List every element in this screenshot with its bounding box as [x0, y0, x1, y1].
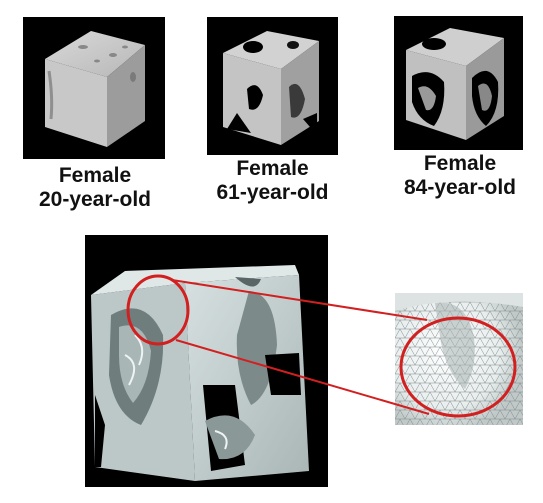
- caption-sex: Female: [58, 164, 132, 187]
- mesh-zoom-inset: [395, 293, 523, 425]
- bone-cube-icon: [91, 265, 309, 481]
- bone-cube-panel-84yo: [394, 16, 523, 150]
- caption-sex: Female: [236, 157, 309, 180]
- panel-caption-61yo: Female 61-year-old: [190, 157, 355, 205]
- magnify-circle-icon: [399, 316, 517, 418]
- bone-cube-icon: [223, 31, 319, 145]
- triangle-mesh-icon: [395, 293, 523, 425]
- bone-cube-icon: [406, 28, 504, 140]
- bone-cube-large-render: [85, 235, 328, 487]
- caption-age: 20-year-old: [38, 188, 152, 212]
- bone-cube-icon: [45, 31, 145, 147]
- caption-age: 61-year-old: [216, 181, 329, 205]
- bone-cube-panel-20yo: [23, 17, 165, 159]
- panel-caption-84yo: Female 84-year-old: [380, 152, 540, 200]
- magnify-circle-icon: [126, 274, 190, 346]
- bone-cube-panel-61yo: [207, 17, 338, 155]
- zoom-connector-lines: [171, 279, 430, 415]
- panel-caption-20yo: Female 20-year-old: [10, 164, 180, 212]
- caption-sex: Female: [423, 152, 497, 175]
- caption-age: 84-year-old: [403, 176, 517, 200]
